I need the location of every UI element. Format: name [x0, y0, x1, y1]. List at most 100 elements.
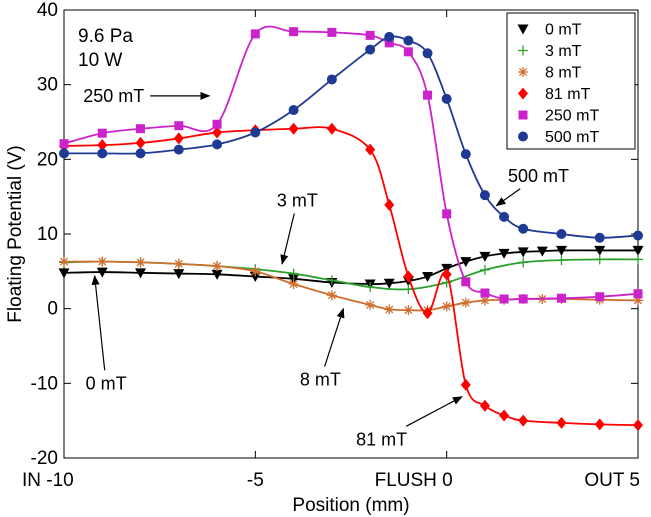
data-point-81-mt [212, 126, 223, 139]
data-point-250-mt [633, 289, 643, 299]
data-point-250-mt [365, 30, 375, 40]
legend-item-500-mt: 500 mT [518, 129, 599, 146]
data-point-81-mt [173, 132, 184, 145]
data-point-0-mt [632, 245, 644, 256]
data-point-3-mt [326, 275, 337, 286]
series-line-81-mt [63, 126, 639, 427]
data-point-250-mt [518, 294, 528, 304]
data-point-500-mt [518, 223, 529, 234]
data-point-0-mt [135, 268, 147, 279]
x-tick-label: IN -10 [22, 470, 74, 491]
data-point-0-mt [58, 268, 70, 279]
data-point-8-mt [212, 261, 223, 272]
data-point-250-mt [442, 209, 452, 219]
legend-label: 0 mT [545, 22, 582, 39]
data-point-250-mt [423, 90, 433, 100]
data-point-500-mt [460, 149, 471, 160]
data-point-81-mt [384, 198, 395, 211]
data-point-0-mt [555, 245, 567, 256]
data-point-0-mt [594, 245, 606, 256]
annotation-arrow [324, 307, 345, 367]
data-point-81-mt [326, 122, 337, 135]
legend-marker-81-mt [518, 87, 528, 100]
data-point-8-mt [250, 266, 261, 277]
data-point-250-mt [250, 29, 260, 39]
annotation-arrow [91, 274, 106, 371]
data-point-8-mt [633, 295, 643, 306]
data-point-0-mt [479, 251, 491, 262]
data-point-0-mt [211, 269, 223, 280]
data-point-500-mt [556, 229, 567, 239]
data-point-3-mt [518, 257, 529, 268]
data-point-500-mt [441, 93, 452, 104]
data-point-8-mt [326, 290, 337, 301]
y-tick-label: 30 [37, 75, 58, 96]
data-point-3-mt [556, 255, 567, 266]
data-point-250-mt [480, 288, 490, 298]
data-point-500-mt [288, 105, 299, 116]
data-point-500-mt [326, 74, 337, 85]
legend-marker-500-mt [518, 131, 528, 142]
legend-item-3-mt: 3 mT [518, 43, 582, 60]
legend-item-0-mt: 0 mT [517, 22, 582, 39]
data-point-81-mt [365, 143, 376, 156]
data-point-250-mt [289, 27, 299, 37]
data-point-250-mt [384, 38, 394, 48]
legend-label: 81 mT [545, 86, 591, 103]
data-point-250-mt [174, 121, 184, 131]
y-tick-label: 40 [37, 0, 58, 21]
data-point-500-mt [403, 35, 414, 46]
x-axis-label: Position (mm) [292, 495, 409, 516]
legend-item-81-mt: 81 mT [518, 86, 591, 103]
legend-label: 250 mT [545, 108, 599, 125]
data-point-3-mt [633, 254, 643, 265]
data-point-8-mt [441, 301, 452, 312]
annotation-label: 250 mT [83, 86, 144, 106]
data-point-8-mt [59, 256, 69, 267]
annotation-layer: 250 mT 3 mT 0 mT 8 mT 81 mT 500 mT [83, 86, 569, 449]
legend-box [506, 12, 636, 150]
legend-item-250-mt: 250 mT [518, 108, 599, 125]
data-point-250-mt [97, 128, 107, 138]
data-point-0-mt [96, 267, 108, 278]
data-point-500-mt [499, 211, 510, 222]
data-point-500-mt [594, 232, 605, 243]
legend-marker-0-mt [517, 24, 529, 35]
data-point-81-mt [518, 414, 529, 427]
data-point-81-mt [135, 136, 146, 149]
annotation-label: 0 mT [86, 373, 127, 393]
data-point-500-mt [422, 48, 433, 59]
data-point-0-mt [536, 246, 548, 257]
data-point-81-mt [422, 307, 433, 320]
condition-power: 10 W [78, 50, 122, 71]
series-line-250-mt [63, 25, 639, 301]
y-tick-label: 0 [47, 299, 58, 320]
y-tick-label: 20 [37, 149, 58, 170]
legend: 0 mT 3 mT 8 mT 81 mT 250 mT 500 mT [506, 12, 636, 150]
data-point-8-mt [479, 295, 490, 306]
series-81-mt [59, 122, 643, 432]
annotation-arrow [405, 396, 463, 427]
legend-marker-250-mt [518, 110, 528, 120]
data-point-500-mt [384, 31, 395, 42]
data-point-8-mt [384, 304, 395, 315]
data-point-250-mt [403, 47, 413, 57]
data-point-81-mt [594, 418, 605, 431]
data-point-250-mt [327, 27, 337, 37]
annotation-arrow [495, 188, 521, 207]
data-point-0-mt [498, 248, 510, 259]
legend-marker-8-mt [518, 67, 528, 77]
data-point-8-mt [97, 256, 108, 267]
data-point-250-mt [461, 277, 471, 287]
data-point-0-mt [517, 247, 529, 258]
data-point-250-mt [499, 294, 509, 304]
data-point-81-mt [288, 122, 299, 135]
data-point-250-mt [595, 292, 605, 302]
data-point-81-mt [479, 399, 490, 412]
legend-label: 8 mT [545, 65, 582, 82]
data-point-81-mt [556, 416, 567, 429]
legend-label: 3 mT [545, 43, 582, 60]
data-point-0-mt [460, 257, 472, 268]
data-point-8-mt [173, 258, 184, 269]
